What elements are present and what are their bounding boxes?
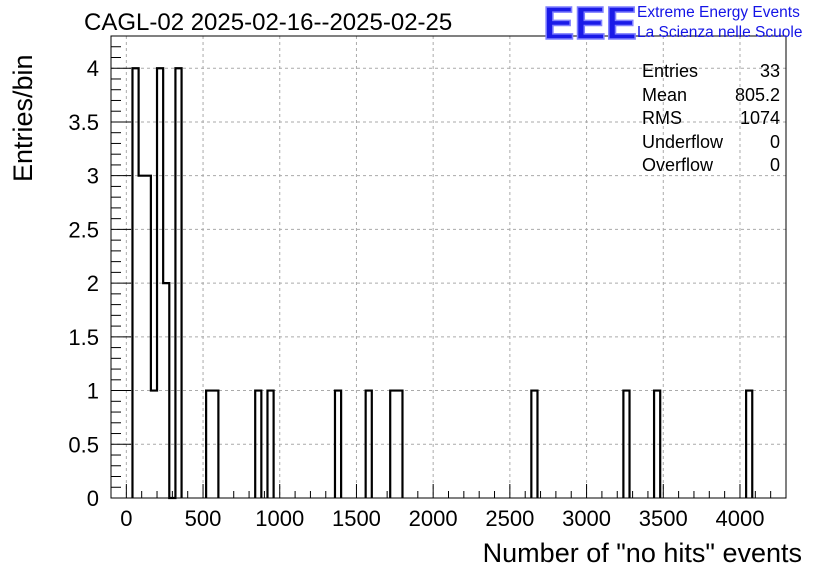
stats-row-entries: Entries 33 [642, 60, 780, 84]
y-tick-label: 3.5 [68, 110, 99, 135]
eee-logo-letters: EEE [543, 2, 637, 42]
y-tick-label: 1.5 [68, 325, 99, 350]
x-tick-label: 0 [120, 506, 132, 531]
histogram-outline [131, 67, 754, 500]
x-tick-label: 1000 [255, 506, 304, 531]
y-tick-label: 2 [87, 271, 99, 296]
x-tick-label: 3000 [562, 506, 611, 531]
eee-logo-text: Extreme Energy Events La Scienza nelle S… [637, 3, 802, 43]
y-tick-label: 4 [87, 56, 99, 81]
x-tick-label: 1500 [332, 506, 381, 531]
stats-row-mean: Mean 805.2 [642, 84, 780, 108]
x-tick-label: 2500 [485, 506, 534, 531]
stats-label: Mean [642, 84, 688, 105]
y-tick-label: 1 [87, 379, 99, 404]
histogram-series [131, 67, 754, 500]
stats-label: RMS [642, 108, 682, 128]
stats-row-overflow: Overflow 0 [642, 154, 780, 178]
y-tick-label: 0.5 [68, 432, 99, 457]
stats-label: Overflow [642, 155, 714, 175]
stats-value: 33 [759, 61, 780, 81]
y-tick-label: 0 [87, 486, 99, 511]
stats-label: Entries [642, 61, 699, 81]
stats-value: 805.2 [734, 84, 780, 105]
x-axis-label: Number of "no hits" events [482, 538, 802, 568]
stats-value: 0 [769, 155, 780, 175]
y-axis-label: Entries/bin [8, 54, 38, 182]
stats-value: 0 [769, 131, 780, 152]
stats-box: Entries 33 Mean 805.2 RMS 1074 Underflow… [642, 60, 780, 178]
y-tick-label: 3 [87, 164, 99, 189]
stats-row-underflow: Underflow 0 [642, 131, 780, 155]
x-tick-label: 4000 [716, 506, 765, 531]
eee-logo-mark: EEE [543, 2, 638, 42]
tick-labels: 0 500 1000 1500 2000 2500 3000 3500 4000 0 0.5 1 1.5… [68, 56, 764, 531]
stats-label: Underflow [642, 131, 724, 152]
logo-line-1: Extreme Energy Events [637, 4, 800, 21]
x-tick-label: 3500 [639, 506, 688, 531]
y-axis-label-wrap: Entries/bin [8, 54, 38, 182]
x-tick-label: 500 [185, 506, 222, 531]
x-tick-label: 2000 [409, 506, 458, 531]
chart-title: CAGL-02 2025-02-16--2025-02-25 [84, 9, 453, 36]
logo-line-2: La Scienza nelle Scuole [637, 24, 803, 41]
stats-value: 1074 [739, 108, 780, 128]
y-tick-label: 2.5 [68, 217, 99, 242]
grid-lines [111, 36, 786, 498]
stats-row-rms: RMS 1074 [642, 107, 780, 131]
axis-ticks [110, 35, 787, 499]
